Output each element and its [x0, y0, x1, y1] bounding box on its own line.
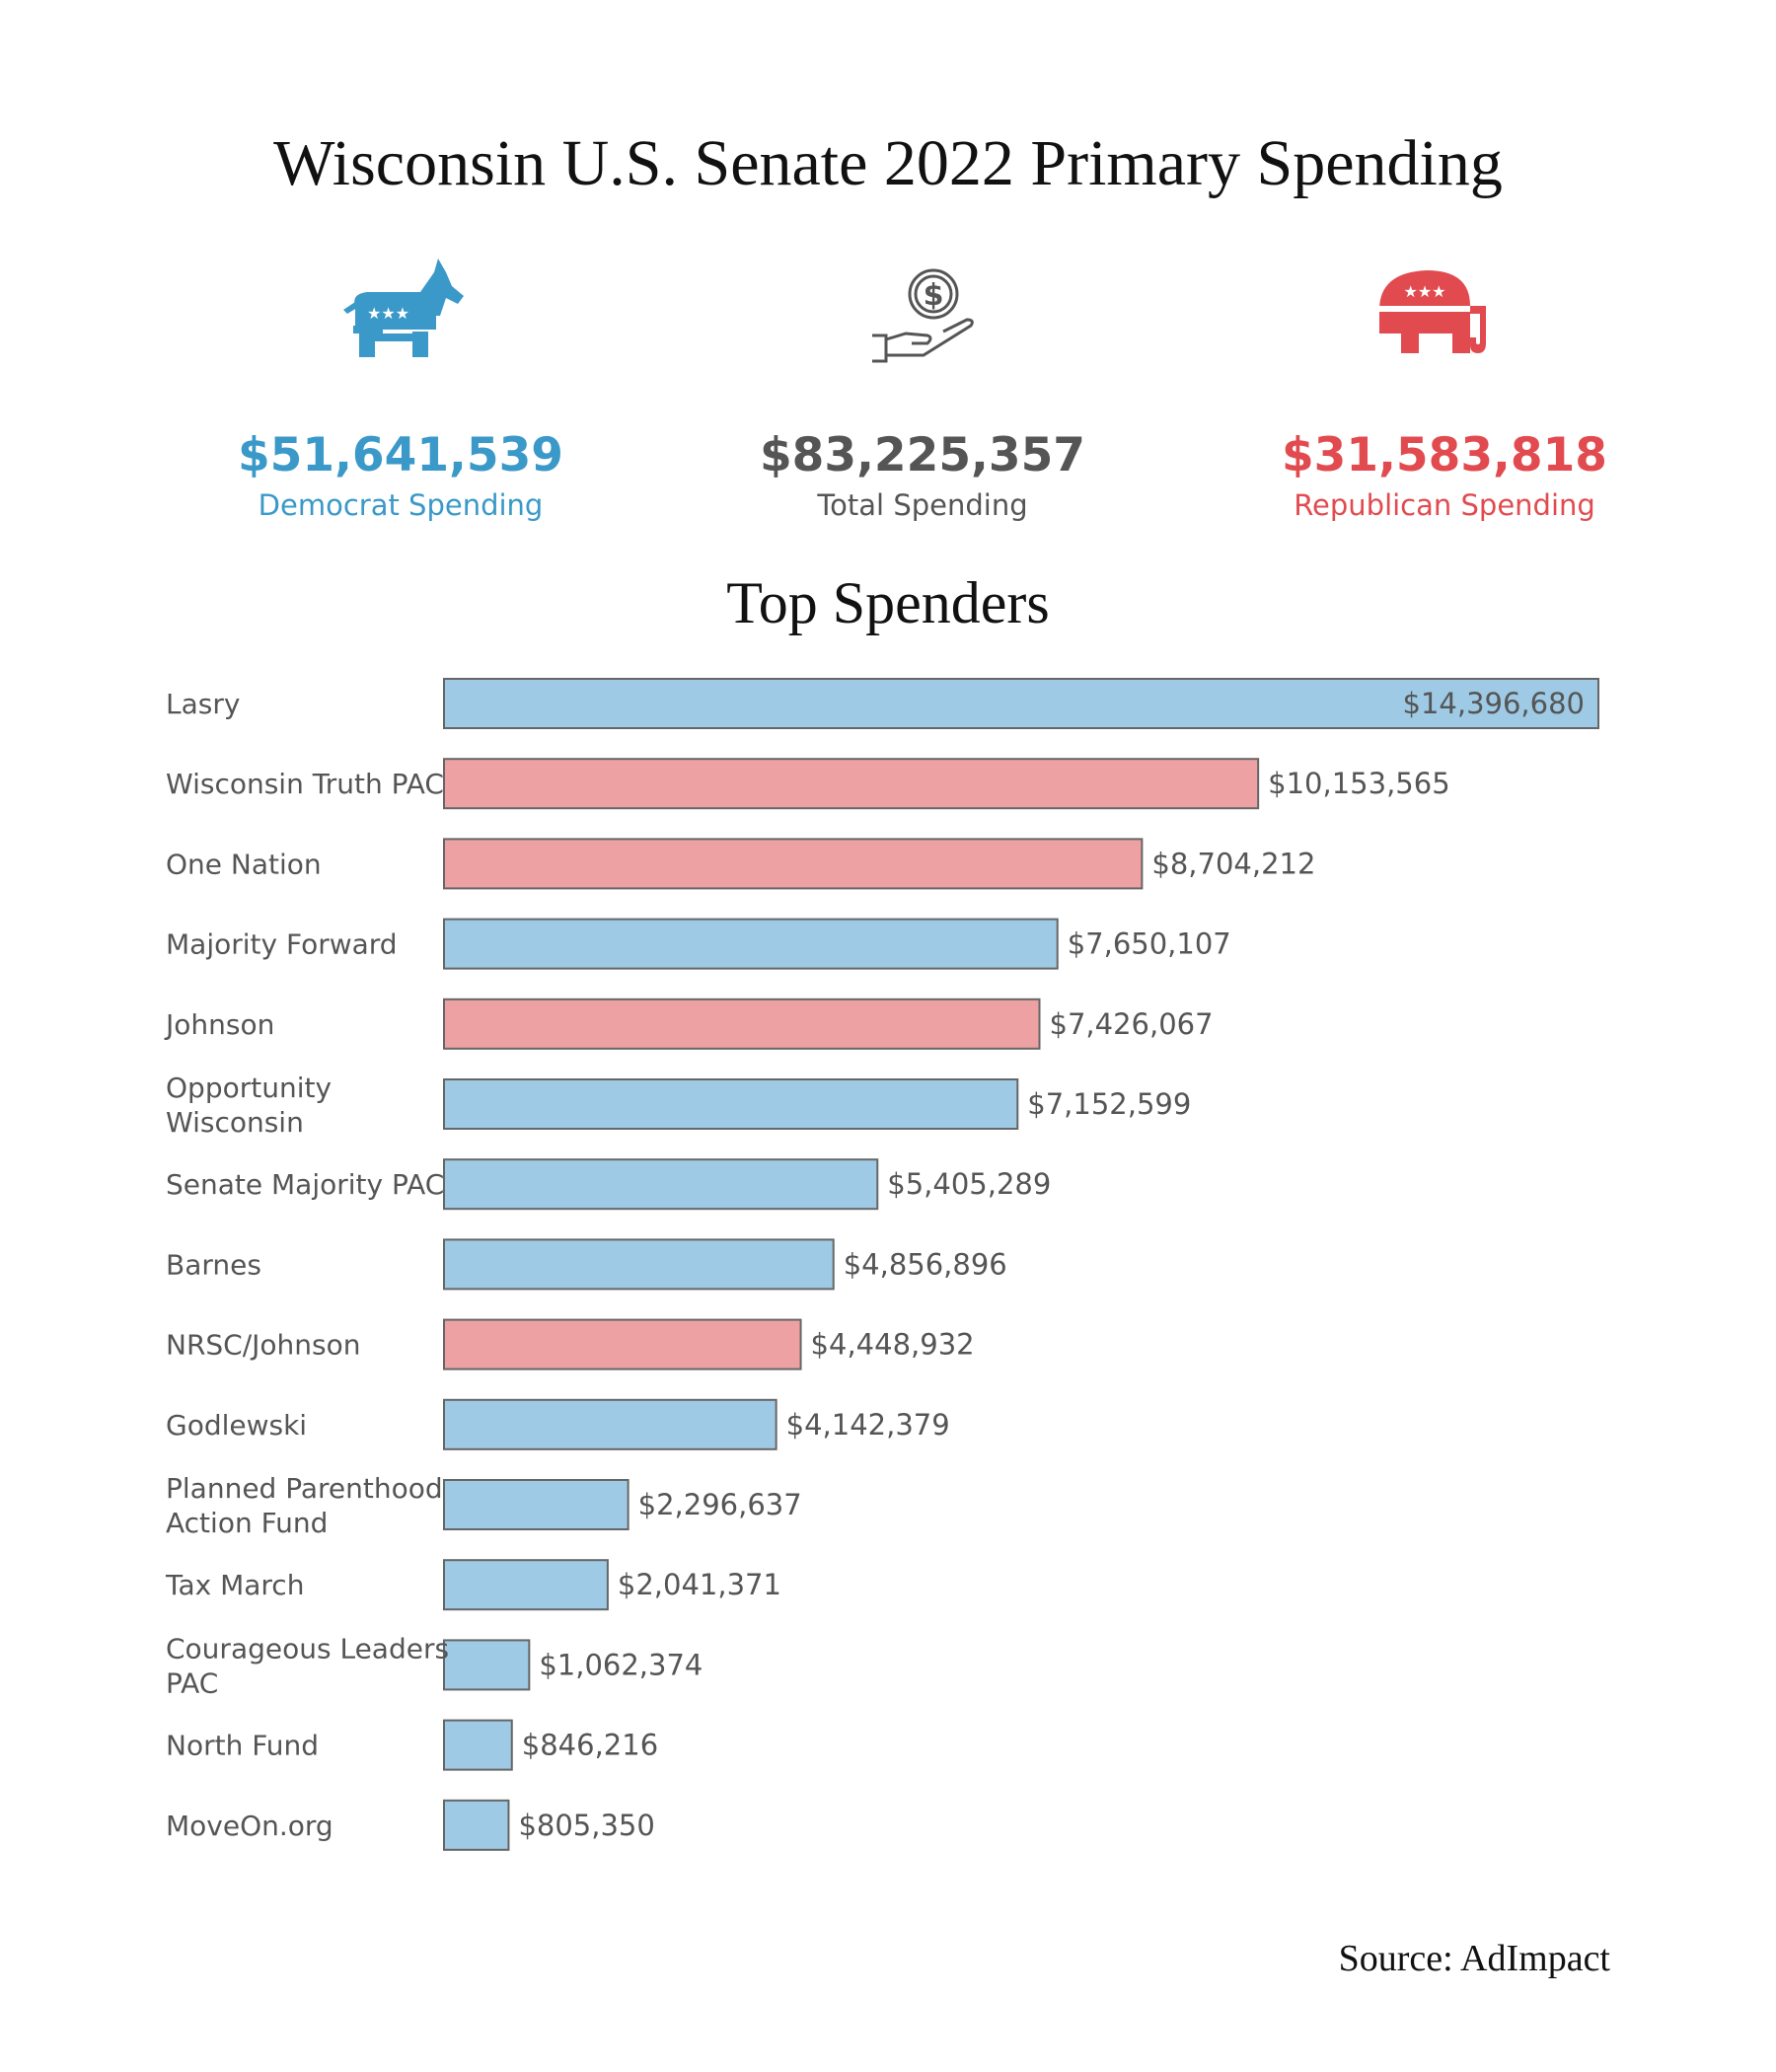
category-label: Johnson: [164, 1008, 274, 1041]
top-spenders-bar-chart: $14,396,680 Lasry $10,153,565 Wisconsin Tru…: [164, 678, 1599, 1851]
bar-4: [443, 998, 1041, 1050]
bar-value-label: $5,405,289: [887, 1167, 1051, 1201]
donkey-icon: ★★★: [343, 259, 464, 357]
category-label: Barnes: [166, 1248, 261, 1281]
category-label-line: NRSC/Johnson: [166, 1329, 361, 1362]
category-label: Opportunity Wisconsin: [166, 1072, 332, 1139]
bar-value-label: $4,856,896: [844, 1247, 1007, 1281]
category-label: North Fund: [166, 1730, 319, 1762]
bar-value-label: $4,142,379: [786, 1408, 950, 1442]
category-label-line: Planned Parenthood: [166, 1472, 443, 1505]
category-label: Godlewski: [166, 1409, 307, 1442]
republican-spending-label: Republican Spending: [1294, 488, 1595, 522]
bar-12: [443, 1639, 531, 1691]
source-note: Source: AdImpact: [1338, 1938, 1610, 1979]
category-label-line: Lasry: [166, 688, 240, 720]
bar-value-label: $4,448,932: [811, 1328, 975, 1362]
democrat-spending-amount: $51,641,539: [237, 428, 564, 482]
category-label-line: PAC: [166, 1666, 218, 1699]
category-label-line: Tax March: [165, 1569, 304, 1601]
category-label: Lasry: [166, 688, 240, 720]
hand-coin-icon: $: [872, 268, 974, 363]
category-label: NRSC/Johnson: [166, 1329, 361, 1362]
bar-value-label: $1,062,374: [539, 1648, 703, 1681]
republican-spending-amount: $31,583,818: [1281, 428, 1608, 482]
category-label-line: Opportunity: [166, 1072, 332, 1104]
bar-2: [443, 838, 1144, 890]
category-label: Tax March: [165, 1569, 304, 1601]
category-label-line: Wisconsin Truth PAC: [166, 768, 444, 800]
bar-value-label: $7,650,107: [1068, 927, 1231, 961]
category-label-line: Godlewski: [166, 1409, 307, 1442]
elephant-icon: ★★★: [1379, 270, 1486, 353]
total-spending-stat: $83,225,357 Total Spending: [646, 432, 1199, 522]
svg-text:★★★: ★★★: [1403, 282, 1445, 301]
bar-3: [443, 918, 1059, 970]
category-label-line: Majority Forward: [166, 928, 398, 961]
category-label-line: Barnes: [166, 1248, 261, 1281]
bar-1: [443, 758, 1260, 810]
category-label: Majority Forward: [166, 928, 398, 961]
bar-value-label: $2,296,637: [638, 1488, 802, 1521]
chart-title: Wisconsin U.S. Senate 2022 Primary Spend…: [273, 127, 1503, 199]
bar-value-label: $7,152,599: [1027, 1087, 1191, 1121]
total-spending-label: Total Spending: [817, 488, 1028, 522]
democrat-spending-stat: $51,641,539 Democrat Spending: [124, 432, 677, 522]
category-label-line: Wisconsin: [166, 1106, 304, 1139]
bar-6: [443, 1158, 879, 1211]
svg-text:$: $: [924, 278, 944, 313]
total-spending-amount: $83,225,357: [759, 428, 1086, 482]
bar-9: [443, 1398, 777, 1450]
category-label-line: MoveOn.org: [166, 1810, 333, 1842]
category-label: Senate Majority PAC: [166, 1168, 444, 1201]
bar-value-label: $805,350: [518, 1809, 654, 1842]
bar-value-label: $10,153,565: [1268, 767, 1450, 800]
bar-13: [443, 1719, 513, 1771]
category-label-line: Courageous Leaders: [166, 1632, 449, 1665]
category-label: One Nation: [166, 848, 322, 880]
bar-value-label: $7,426,067: [1050, 1007, 1214, 1041]
category-label-line: North Fund: [166, 1730, 319, 1762]
bar-8: [443, 1318, 802, 1370]
democrat-spending-label: Democrat Spending: [258, 488, 544, 522]
category-label: Planned Parenthood Action Fund: [166, 1472, 443, 1539]
svg-text:★★★: ★★★: [367, 304, 409, 323]
bar-7: [443, 1238, 835, 1291]
category-label-line: Senate Majority PAC: [166, 1168, 444, 1201]
bar-0: [443, 678, 1599, 729]
category-label: Wisconsin Truth PAC: [166, 768, 444, 800]
bar-value-label: $846,216: [522, 1729, 658, 1762]
chart-subtitle: Top Spenders: [726, 570, 1050, 635]
bar-5: [443, 1078, 1019, 1130]
bar-14: [443, 1799, 510, 1851]
category-label-line: One Nation: [166, 848, 322, 880]
category-label-line: Action Fund: [166, 1507, 328, 1539]
bar-value-label: $2,041,371: [618, 1568, 781, 1601]
republican-spending-stat: $31,583,818 Republican Spending: [1168, 432, 1721, 522]
bar-11: [443, 1559, 609, 1611]
bar-10: [443, 1479, 629, 1530]
category-label-line: Johnson: [164, 1008, 274, 1041]
category-label: MoveOn.org: [166, 1810, 333, 1842]
category-label: Courageous Leaders PAC: [166, 1632, 449, 1699]
bar-value-label: $14,396,680: [1403, 687, 1586, 720]
bar-value-label: $8,704,212: [1151, 847, 1315, 880]
